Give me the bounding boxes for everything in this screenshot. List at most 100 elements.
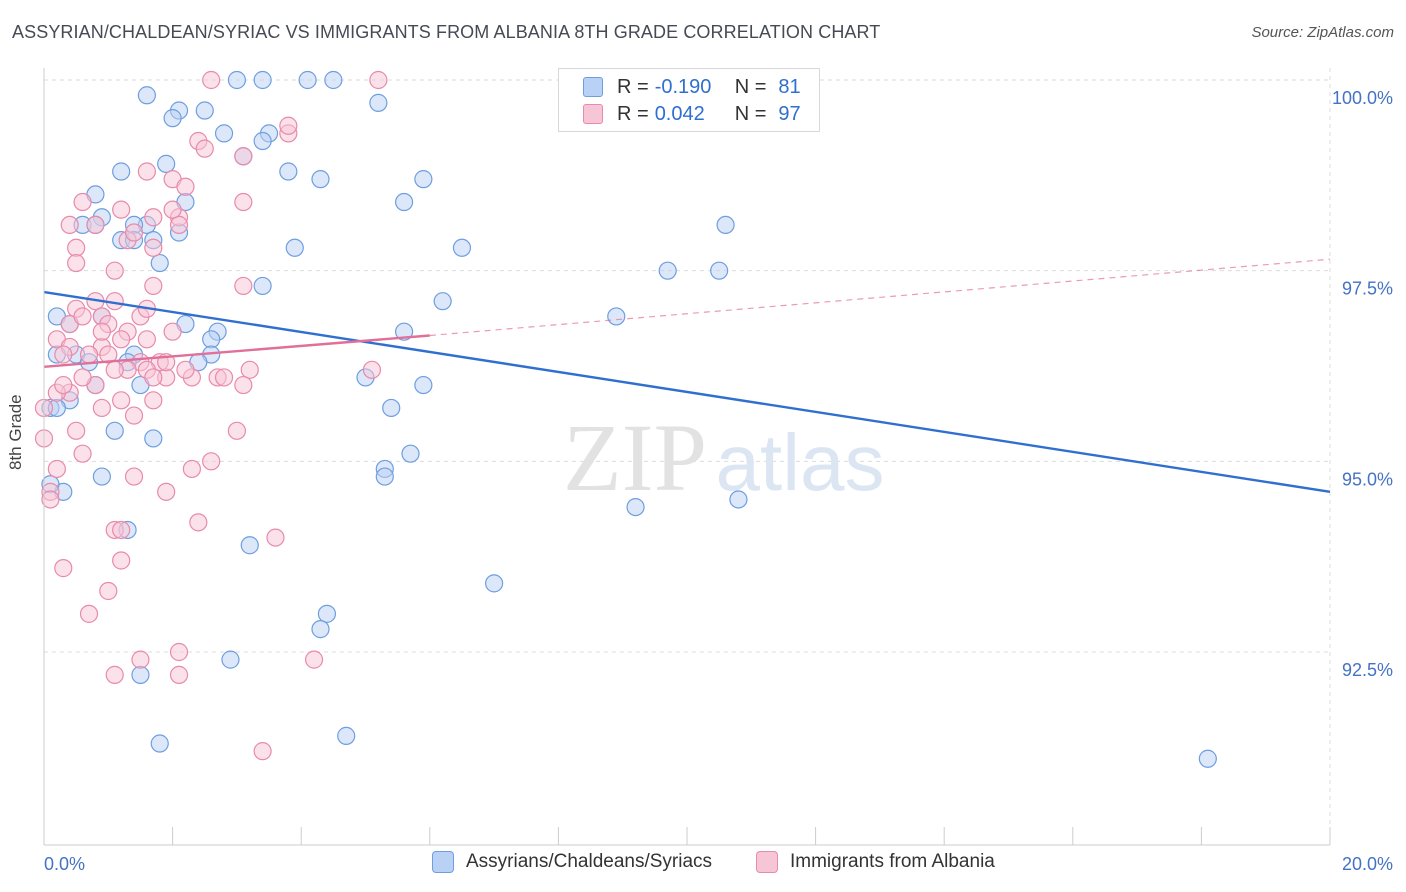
point-assyrians: [729, 490, 748, 509]
point-albania: [73, 192, 92, 212]
trend-line-albania: [43, 334, 430, 368]
point-albania: [144, 391, 163, 410]
y-tick-label: 92.5%: [1342, 660, 1393, 680]
point-albania: [60, 215, 79, 235]
point-assyrians: [285, 238, 304, 257]
point-albania: [67, 421, 86, 440]
point-albania: [112, 391, 131, 410]
point-albania: [169, 665, 189, 684]
legend-label: Assyrians/Chaldeans/Syriacs: [466, 851, 713, 872]
point-assyrians: [716, 215, 735, 235]
point-albania: [124, 467, 144, 486]
point-assyrians: [607, 307, 626, 326]
x-tick-labels: 0.0% 20.0%: [44, 854, 1393, 874]
point-albania: [144, 276, 163, 296]
point-assyrians: [485, 574, 504, 593]
point-assyrians: [324, 70, 343, 90]
point-assyrians: [394, 322, 414, 341]
point-albania: [182, 459, 201, 479]
point-assyrians: [195, 101, 214, 120]
legend-swatch-blue: [432, 851, 454, 873]
point-albania: [79, 604, 99, 623]
legend-item-albania[interactable]: Immigrants from Albania: [756, 851, 995, 873]
legend-r-label: R =: [617, 75, 649, 98]
point-albania: [189, 513, 208, 532]
point-albania: [144, 368, 163, 387]
trend-line-assyrians: [43, 290, 1331, 494]
watermark-zip: ZIP: [563, 404, 707, 511]
point-albania: [176, 177, 195, 196]
point-albania: [54, 559, 73, 578]
point-assyrians: [131, 665, 150, 684]
point-albania: [73, 307, 92, 326]
point-assyrians: [452, 238, 472, 257]
legend-swatch-pink: [756, 851, 778, 873]
chart-title: ASSYRIAN/CHALDEAN/SYRIAC VS IMMIGRANTS F…: [12, 22, 881, 42]
point-albania: [234, 375, 253, 395]
point-albania: [112, 551, 131, 570]
legend-n-label: N =: [734, 102, 767, 125]
point-assyrians: [157, 154, 176, 173]
point-assyrians: [279, 162, 298, 181]
point-assyrians: [227, 70, 246, 90]
point-albania: [99, 581, 118, 601]
point-assyrians: [150, 734, 169, 753]
legend-r-value: -0.190: [654, 75, 712, 98]
point-albania: [240, 360, 259, 379]
point-albania: [137, 162, 156, 181]
point-albania: [73, 444, 92, 463]
point-albania: [99, 345, 118, 364]
point-albania: [202, 70, 221, 90]
point-albania: [266, 528, 285, 547]
y-tick-label: 95.0%: [1342, 469, 1393, 489]
point-albania: [234, 276, 253, 296]
point-albania: [112, 520, 131, 540]
point-assyrians: [317, 604, 337, 623]
y-tick-label: 97.5%: [1342, 279, 1393, 299]
point-assyrians: [382, 398, 401, 418]
point-assyrians: [710, 261, 729, 280]
point-albania: [304, 650, 324, 669]
data-points: [34, 70, 1217, 768]
point-assyrians: [1198, 749, 1217, 768]
x-tick-label: 0.0%: [44, 854, 85, 874]
point-assyrians: [337, 726, 356, 745]
point-assyrians: [221, 650, 240, 669]
point-assyrians: [414, 375, 433, 395]
point-albania: [163, 322, 182, 341]
point-albania: [86, 215, 105, 235]
point-assyrians: [311, 620, 330, 639]
point-assyrians: [311, 170, 330, 189]
point-assyrians: [253, 70, 272, 90]
point-albania: [195, 139, 214, 158]
point-albania: [92, 398, 111, 418]
point-assyrians: [112, 162, 131, 181]
point-assyrians: [298, 70, 317, 90]
legend-n-label: N =: [734, 75, 767, 98]
point-albania: [73, 368, 92, 387]
point-albania: [67, 238, 86, 257]
point-assyrians: [214, 124, 234, 143]
legend-row-pink: R = 0.042 N = 97: [583, 101, 801, 127]
legend-item-assyrians[interactable]: Assyrians/Chaldeans/Syriacs: [432, 851, 712, 873]
point-albania: [67, 253, 86, 273]
trend-line-extension: [429, 258, 1331, 337]
point-albania: [54, 345, 73, 364]
legend-swatch-blue: [583, 77, 603, 97]
point-albania: [124, 406, 144, 425]
point-assyrians: [253, 276, 272, 296]
point-assyrians: [658, 261, 677, 280]
y-tick-labels: 100.0% 97.5% 95.0% 92.5%: [1332, 88, 1393, 680]
point-albania: [124, 223, 144, 242]
series-legend: Assyrians/Chaldeans/Syriacs Immigrants f…: [0, 851, 1406, 879]
point-assyrians: [240, 536, 259, 555]
stats-legend: R = -0.190 N = 81 R = 0.042 N = 97: [558, 68, 820, 132]
point-assyrians: [433, 292, 452, 311]
point-albania: [202, 452, 221, 471]
source-label: Source: ZipAtlas.com: [1251, 24, 1394, 41]
point-assyrians: [150, 253, 169, 273]
point-albania: [54, 375, 73, 395]
y-tick-label: 100.0%: [1332, 88, 1393, 108]
point-albania: [279, 116, 298, 135]
